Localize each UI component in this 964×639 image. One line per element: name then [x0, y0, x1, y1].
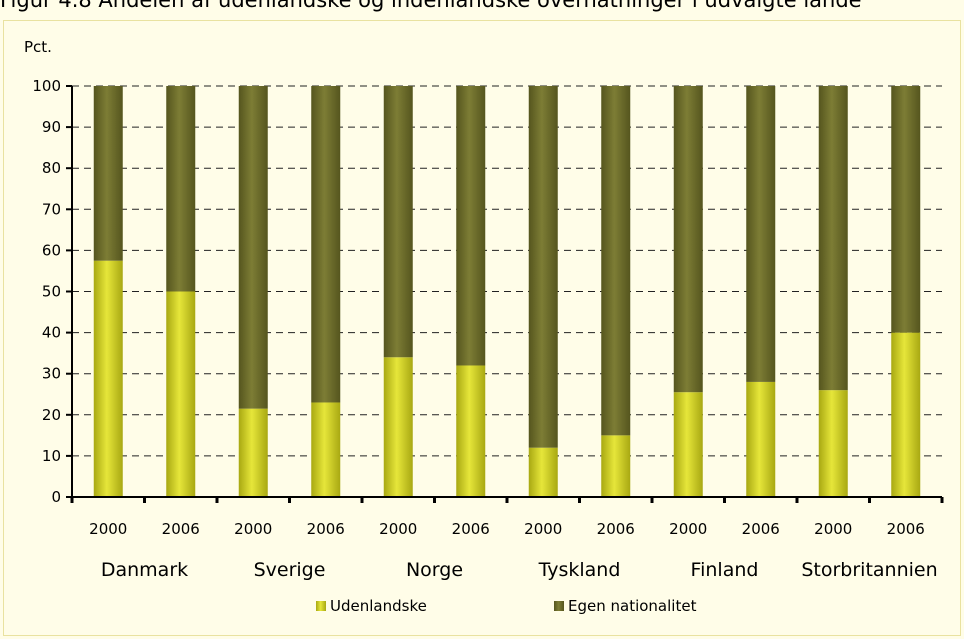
y-tick-label: 30: [42, 365, 61, 383]
bar-egen-nationalitet: [746, 86, 776, 382]
y-tick-label: 100: [32, 77, 61, 95]
bar-udenlandske: [601, 435, 631, 497]
y-tick-label: 10: [42, 447, 61, 465]
chart-title: Figur 4.8 Andelen af udenlandske og inde…: [0, 0, 862, 12]
group-label: Sverige: [254, 559, 326, 581]
y-tick-label: 90: [42, 118, 61, 136]
group-label: Storbritannien: [801, 559, 937, 581]
x-tick-label: 2000: [669, 520, 707, 538]
bar-udenlandske: [166, 291, 196, 497]
bar-egen-nationalitet: [456, 86, 486, 366]
group-label: Finland: [691, 559, 759, 581]
y-tick-label: 0: [51, 488, 61, 506]
x-tick-label: 2006: [307, 520, 345, 538]
group-label: Tyskland: [538, 559, 621, 581]
bar-egen-nationalitet: [891, 86, 921, 333]
bar-egen-nationalitet: [93, 86, 123, 261]
group-label: Danmark: [101, 559, 188, 581]
x-tick-label: 2000: [234, 520, 272, 538]
bar-egen-nationalitet: [311, 86, 341, 403]
x-tick-label: 2000: [814, 520, 852, 538]
x-tick-label: 2000: [524, 520, 562, 538]
x-tick-label: 2006: [742, 520, 780, 538]
bar-udenlandske: [746, 381, 776, 497]
bar-egen-nationalitet: [383, 86, 413, 358]
x-tick-label: 2006: [887, 520, 925, 538]
y-tick-label: 50: [42, 283, 61, 301]
bar-udenlandske: [673, 392, 703, 497]
bar-udenlandske: [818, 390, 848, 497]
group-label: Norge: [406, 559, 463, 581]
y-tick-label: 40: [42, 324, 61, 342]
legend-entry: Egen nationalitet: [568, 597, 697, 615]
y-tick-label: 60: [42, 241, 61, 259]
bar-egen-nationalitet: [238, 86, 268, 409]
bar-udenlandske: [238, 408, 268, 497]
bar-udenlandske: [456, 365, 486, 497]
y-axis-label: Pct.: [24, 38, 52, 56]
bar-egen-nationalitet: [166, 86, 196, 292]
bar-udenlandske: [383, 357, 413, 497]
x-tick-label: 2006: [452, 520, 490, 538]
chart-frame: [3, 20, 961, 636]
x-tick-label: 2006: [597, 520, 635, 538]
x-tick-label: 2006: [162, 520, 200, 538]
bar-udenlandske: [93, 260, 123, 497]
x-tick-label: 2000: [89, 520, 127, 538]
bar-egen-nationalitet: [673, 86, 703, 393]
bar-udenlandske: [311, 402, 341, 497]
legend-swatch: [554, 601, 564, 611]
y-tick-label: 80: [42, 159, 61, 177]
x-tick-label: 2000: [379, 520, 417, 538]
bar-udenlandske: [891, 332, 921, 497]
bar-egen-nationalitet: [818, 86, 848, 391]
bar-udenlandske: [528, 447, 558, 497]
y-tick-label: 70: [42, 200, 61, 218]
bar-egen-nationalitet: [601, 86, 631, 436]
legend-swatch: [316, 601, 326, 611]
legend-entry: Udenlandske: [330, 597, 427, 615]
bar-egen-nationalitet: [528, 86, 558, 448]
y-tick-label: 20: [42, 406, 61, 424]
